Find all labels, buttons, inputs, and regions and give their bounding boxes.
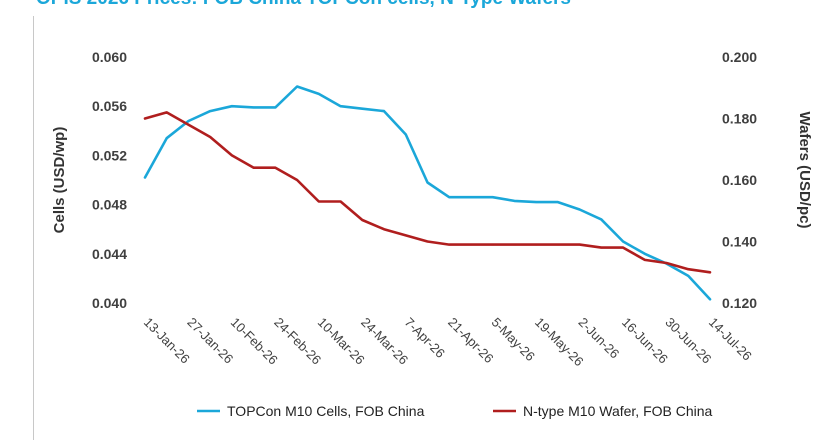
left-tick-label: 0.048 (92, 197, 127, 213)
series-2-point (231, 154, 233, 157)
series-2-point (687, 268, 690, 271)
series-1-point (209, 110, 212, 112)
series-2-point (383, 228, 385, 231)
series-1-point (557, 201, 559, 204)
right-tick-label: 0.160 (722, 172, 757, 188)
series-2-point (165, 111, 168, 114)
series-2-point (274, 166, 277, 169)
series-2-point (339, 200, 342, 203)
series-1-point (687, 275, 690, 277)
x-tick-label: 16-Jun-26 (619, 315, 671, 367)
series-line-2 (143, 111, 712, 274)
series-2-point (557, 243, 559, 246)
series-1-point (404, 133, 407, 136)
series-1-point (622, 240, 624, 243)
series-2-point (578, 243, 581, 246)
series-2-point (470, 243, 472, 246)
series-1-point (383, 110, 385, 112)
series-1-point (448, 196, 451, 199)
x-tick-label: 21-Apr-26 (445, 315, 496, 366)
right-tick-label: 0.200 (722, 49, 757, 65)
x-tick-label: 13-Jan-26 (141, 315, 193, 367)
series-2-point (209, 136, 212, 138)
left-tick-label: 0.056 (92, 98, 127, 114)
series-1-point (187, 120, 190, 122)
series-1-point (231, 105, 233, 108)
right-tick-label: 0.180 (722, 111, 757, 127)
series-2-point (643, 259, 646, 261)
legend-label-1: TOPCon M10 Cells, FOB China (227, 403, 425, 419)
left-tick-label: 0.060 (92, 49, 127, 65)
left-tick-label: 0.044 (92, 246, 127, 262)
series-1-point (144, 176, 146, 179)
series-2-point (448, 243, 451, 246)
series-1-point (470, 196, 472, 199)
right-axis-ticks: 0.120 0.140 0.160 0.180 0.200 (722, 49, 757, 311)
chart-title: OPIS 2026 Prices: FOB China TOPCon cells… (36, 0, 571, 10)
series-1-point (513, 200, 516, 202)
series-1-point (600, 218, 603, 221)
series-2-point (296, 179, 298, 181)
frame-left-border (33, 16, 34, 440)
series-2-point (600, 246, 603, 249)
series-1-point (165, 137, 168, 140)
series-2-point (513, 243, 516, 246)
series-1-point (339, 105, 342, 108)
left-axis-title: Cells (USD/wp) (51, 127, 68, 234)
series-1-point (274, 106, 277, 109)
series-2-point (491, 243, 494, 246)
right-axis-title: Wafers (USD/pc) (796, 112, 813, 229)
series-2-point (361, 219, 364, 221)
legend-label-2: N-type M10 Wafer, FOB China (523, 403, 713, 419)
series-group (143, 85, 712, 301)
left-axis-ticks: 0.040 0.044 0.048 0.052 0.056 0.060 (92, 49, 127, 311)
series-line-1 (143, 85, 712, 301)
right-tick-label: 0.120 (722, 295, 757, 311)
series-1-point (491, 196, 494, 199)
series-1-point (361, 107, 364, 110)
left-tick-label: 0.040 (92, 295, 127, 311)
series-1-point (252, 106, 255, 109)
series-1-point (643, 252, 646, 255)
series-2-point (622, 246, 624, 249)
series-1-point (578, 208, 581, 211)
series-2-point (665, 262, 668, 264)
right-tick-label: 0.140 (722, 234, 757, 250)
series-2-point (426, 240, 429, 243)
legend: TOPCon M10 Cells, FOB China N-type M10 Wa… (197, 403, 713, 419)
series-1-point (535, 201, 538, 204)
series-2-point (252, 166, 255, 169)
series-1-point (317, 93, 320, 95)
x-axis-ticks: 13-Jan-2627-Jan-2610-Feb-2624-Feb-2610-M… (141, 315, 755, 370)
series-2-point (144, 117, 146, 120)
series-1-point (426, 181, 429, 184)
series-2-point (709, 271, 711, 274)
x-tick-label: 27-Jan-26 (184, 315, 236, 367)
series-1-point (296, 85, 298, 88)
series-2-point (187, 123, 190, 126)
x-tick-label: 5-May-26 (489, 315, 538, 364)
series-2-point (317, 200, 320, 203)
series-1-point (709, 298, 711, 301)
series-2-point (404, 234, 407, 237)
left-tick-label: 0.052 (92, 147, 127, 163)
x-tick-label: 30-Jun-26 (662, 315, 714, 367)
series-2-point (535, 243, 538, 246)
